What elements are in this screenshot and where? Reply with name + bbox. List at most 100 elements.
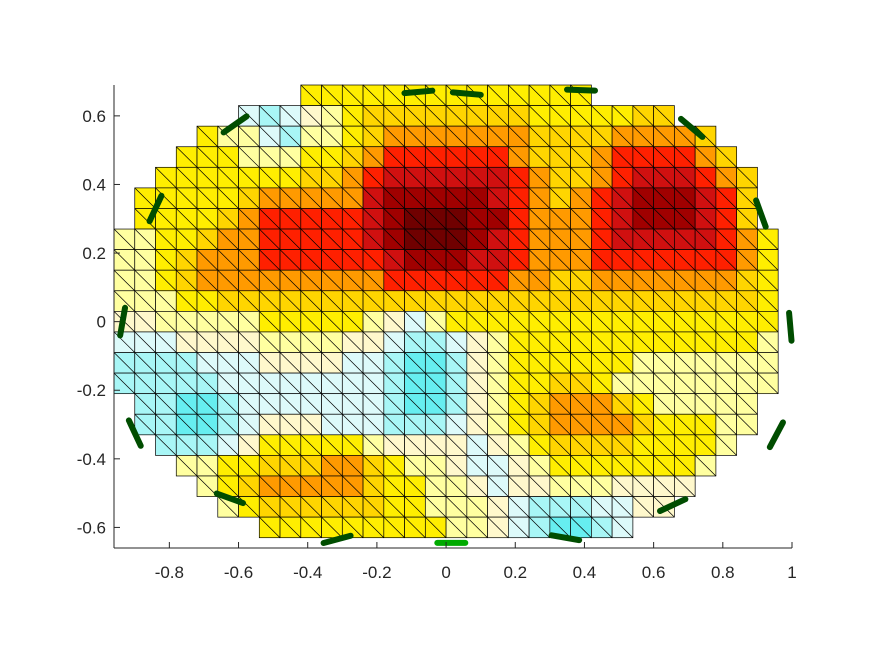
mesh-cell-diagonal (425, 167, 447, 189)
mesh-cell-diagonal (591, 455, 613, 477)
mesh-cell-diagonal (757, 269, 779, 292)
mesh-cell-diagonal (362, 393, 385, 415)
mesh-cell-diagonal (528, 311, 551, 333)
mesh-cell-diagonal (425, 455, 447, 477)
mesh-cell-diagonal (549, 125, 571, 147)
mesh-cell-diagonal (279, 125, 302, 147)
mesh-cell-diagonal (196, 434, 219, 456)
mesh-cell-diagonal (528, 167, 551, 189)
mesh-cell-diagonal (362, 84, 385, 106)
mesh-cell-diagonal (611, 496, 634, 518)
mesh-cell-diagonal (362, 311, 385, 333)
x-tick-label: 0.4 (573, 563, 597, 582)
mesh-cell-diagonal (321, 290, 343, 312)
mesh-cell-diagonal (508, 372, 530, 394)
mesh-cell-diagonal (611, 146, 634, 168)
electrode-marker (786, 309, 795, 344)
mesh-cell-diagonal (549, 434, 571, 456)
mesh-cell-diagonal (217, 372, 239, 394)
mesh-cell-diagonal (383, 475, 405, 497)
mesh-cell-diagonal (279, 269, 302, 292)
mesh-cell-diagonal (611, 434, 634, 456)
mesh-cell-diagonal (134, 269, 156, 292)
mesh-cell-diagonal (549, 455, 571, 477)
mesh-cell-diagonal (487, 434, 509, 456)
mesh-cell-diagonal (404, 352, 426, 374)
mesh-cell-diagonal (134, 331, 156, 353)
mesh-cell-diagonal (674, 125, 696, 147)
mesh-cell-diagonal (549, 393, 571, 415)
mesh-cell-diagonal (466, 455, 488, 477)
mesh-cell-diagonal (445, 269, 468, 292)
mesh-cell-diagonal (279, 331, 302, 353)
mesh-cell-diagonal (757, 352, 779, 374)
mesh-cell-diagonal (259, 167, 281, 189)
mesh-cell-diagonal (404, 167, 426, 189)
mesh-cell-diagonal (715, 331, 737, 353)
mesh-cell-diagonal (134, 311, 156, 333)
mesh-cell-diagonal (715, 208, 737, 230)
y-ticks: 0.6 0.4 0.2 0 -0.2 -0.4 -0.6 (77, 107, 120, 537)
mesh-cell-diagonal (342, 434, 364, 456)
mesh-cell-diagonal (508, 105, 530, 127)
mesh-cell-diagonal (528, 434, 551, 456)
mesh-cell-diagonal (321, 105, 343, 127)
mesh-cell-diagonal (715, 311, 737, 333)
mesh-cell-diagonal (342, 249, 364, 271)
mesh-cell-diagonal (570, 290, 592, 312)
mesh-cell-diagonal (674, 269, 696, 292)
mesh-cell-diagonal (508, 434, 530, 456)
mesh-cell-diagonal (425, 496, 447, 518)
mesh-cell-diagonal (611, 311, 634, 333)
electrode-marker (657, 496, 689, 515)
mesh-cell-diagonal (466, 331, 488, 353)
mesh-cell-diagonal (404, 331, 426, 353)
mesh-cell-diagonal (362, 496, 385, 518)
mesh-cell-diagonal (549, 331, 571, 353)
mesh-cell-diagonal (196, 311, 219, 333)
mesh-cell-diagonal (487, 311, 509, 333)
mesh-cell-diagonal (383, 125, 405, 147)
electrode-marker (753, 197, 769, 230)
mesh-cell-diagonal (715, 167, 737, 189)
mesh-cell-diagonal (176, 455, 198, 477)
mesh-cell-diagonal (321, 208, 343, 230)
mesh-cell-diagonal (342, 84, 364, 106)
x-tick-label: -0.6 (224, 563, 253, 582)
mesh-cell-diagonal (632, 146, 654, 168)
mesh-cell-diagonal (259, 331, 281, 353)
mesh-cell-diagonal (632, 228, 654, 250)
mesh-cell-diagonal (404, 208, 426, 230)
mesh-cell-diagonal (176, 146, 198, 168)
mesh-cell-diagonal (611, 290, 634, 312)
mesh-cell-diagonal (404, 269, 426, 292)
mesh-cell-diagonal (653, 249, 675, 271)
mesh-cell-diagonal (155, 249, 177, 271)
mesh-cell-diagonal (217, 269, 239, 292)
x-tick-label: 0 (441, 563, 450, 582)
mesh-cell-diagonal (549, 249, 571, 271)
mesh-cell-diagonal (259, 516, 281, 538)
mesh-cell-diagonal (591, 125, 613, 147)
mesh-cell-diagonal (653, 413, 675, 436)
mesh-cell-diagonal (591, 475, 613, 497)
mesh-cell-diagonal (300, 269, 322, 292)
mesh-cell-diagonal (196, 352, 219, 374)
mesh-cell-diagonal (383, 516, 405, 538)
mesh-cell-diagonal (404, 393, 426, 415)
mesh-cell-diagonal (217, 208, 239, 230)
mesh-cell-diagonal (466, 290, 488, 312)
mesh-cell-diagonal (300, 393, 322, 415)
mesh-cell-diagonal (591, 290, 613, 312)
x-tick-label: 0.6 (642, 563, 666, 582)
mesh-cell-diagonal (570, 393, 592, 415)
mesh-cell-diagonal (362, 413, 385, 436)
mesh-cell-diagonal (362, 228, 385, 250)
mesh-cell-diagonal (425, 516, 447, 538)
mesh-cell-diagonal (570, 187, 592, 209)
mesh-cell-diagonal (383, 393, 405, 415)
mesh-cell-diagonal (342, 352, 364, 374)
mesh-cell-diagonal (445, 249, 468, 271)
mesh-cell-diagonal (736, 290, 758, 312)
mesh-cell-diagonal (279, 393, 302, 415)
